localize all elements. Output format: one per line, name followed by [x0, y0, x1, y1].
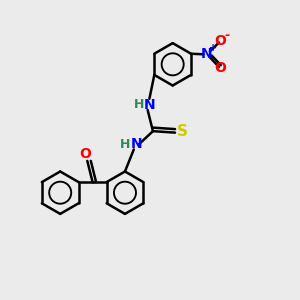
- Text: +: +: [209, 43, 217, 53]
- Text: N: N: [144, 98, 155, 112]
- Text: H: H: [134, 98, 144, 111]
- Text: O: O: [214, 61, 226, 75]
- Text: -: -: [224, 29, 230, 42]
- Text: O: O: [214, 34, 226, 48]
- Text: O: O: [79, 147, 91, 161]
- Text: N: N: [200, 47, 212, 61]
- Text: H: H: [120, 138, 131, 151]
- Text: S: S: [177, 124, 188, 139]
- Text: N: N: [130, 137, 142, 151]
